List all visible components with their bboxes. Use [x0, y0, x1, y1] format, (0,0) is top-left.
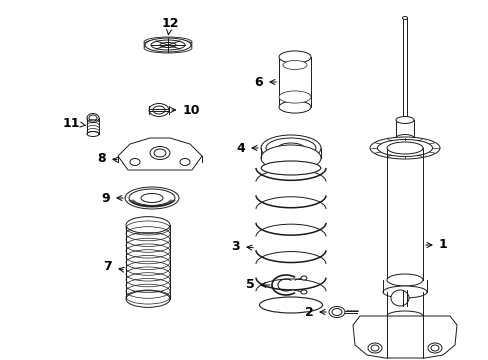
Ellipse shape	[259, 297, 322, 313]
Ellipse shape	[154, 149, 165, 157]
Ellipse shape	[331, 309, 341, 315]
Ellipse shape	[278, 143, 304, 153]
Ellipse shape	[395, 117, 413, 123]
Ellipse shape	[145, 38, 191, 52]
Ellipse shape	[143, 39, 192, 49]
Ellipse shape	[279, 101, 310, 113]
Ellipse shape	[89, 115, 97, 121]
Text: 2: 2	[304, 306, 325, 319]
Ellipse shape	[151, 40, 184, 50]
Ellipse shape	[265, 138, 315, 158]
Ellipse shape	[393, 144, 415, 152]
Ellipse shape	[279, 91, 310, 103]
Polygon shape	[352, 316, 456, 358]
Ellipse shape	[143, 37, 192, 47]
Ellipse shape	[143, 43, 192, 53]
Ellipse shape	[149, 104, 169, 117]
Ellipse shape	[386, 142, 422, 154]
Ellipse shape	[386, 311, 422, 321]
Ellipse shape	[141, 194, 163, 202]
Text: 10: 10	[170, 104, 199, 117]
Ellipse shape	[125, 187, 179, 209]
Ellipse shape	[377, 140, 431, 157]
Ellipse shape	[367, 343, 381, 353]
Ellipse shape	[402, 17, 407, 19]
Text: 4: 4	[236, 141, 258, 154]
Text: 12: 12	[161, 17, 179, 35]
Text: 7: 7	[103, 261, 124, 274]
Text: 6: 6	[254, 76, 276, 89]
Ellipse shape	[301, 290, 306, 294]
Ellipse shape	[261, 145, 320, 171]
Ellipse shape	[370, 345, 378, 351]
Ellipse shape	[143, 41, 192, 51]
Text: 11: 11	[62, 117, 85, 130]
Text: 8: 8	[98, 152, 118, 165]
Ellipse shape	[382, 286, 426, 298]
Ellipse shape	[126, 291, 170, 307]
Polygon shape	[118, 138, 202, 170]
Text: 5: 5	[245, 279, 270, 292]
Ellipse shape	[126, 217, 170, 233]
Ellipse shape	[427, 343, 441, 353]
Ellipse shape	[261, 161, 320, 175]
Ellipse shape	[160, 42, 176, 48]
Ellipse shape	[150, 147, 170, 159]
Ellipse shape	[395, 135, 413, 141]
Ellipse shape	[87, 113, 99, 122]
Text: 1: 1	[425, 239, 447, 252]
Ellipse shape	[261, 135, 320, 161]
Ellipse shape	[301, 276, 306, 280]
Ellipse shape	[430, 345, 438, 351]
Ellipse shape	[386, 274, 422, 286]
Ellipse shape	[328, 306, 345, 318]
Ellipse shape	[279, 51, 310, 63]
Ellipse shape	[130, 158, 140, 166]
Text: 9: 9	[102, 192, 123, 204]
Ellipse shape	[283, 60, 306, 69]
Ellipse shape	[129, 189, 175, 207]
Text: 3: 3	[231, 239, 253, 252]
Ellipse shape	[87, 131, 99, 136]
Ellipse shape	[180, 158, 190, 166]
Ellipse shape	[153, 106, 164, 114]
Ellipse shape	[390, 290, 408, 306]
Ellipse shape	[369, 137, 439, 159]
